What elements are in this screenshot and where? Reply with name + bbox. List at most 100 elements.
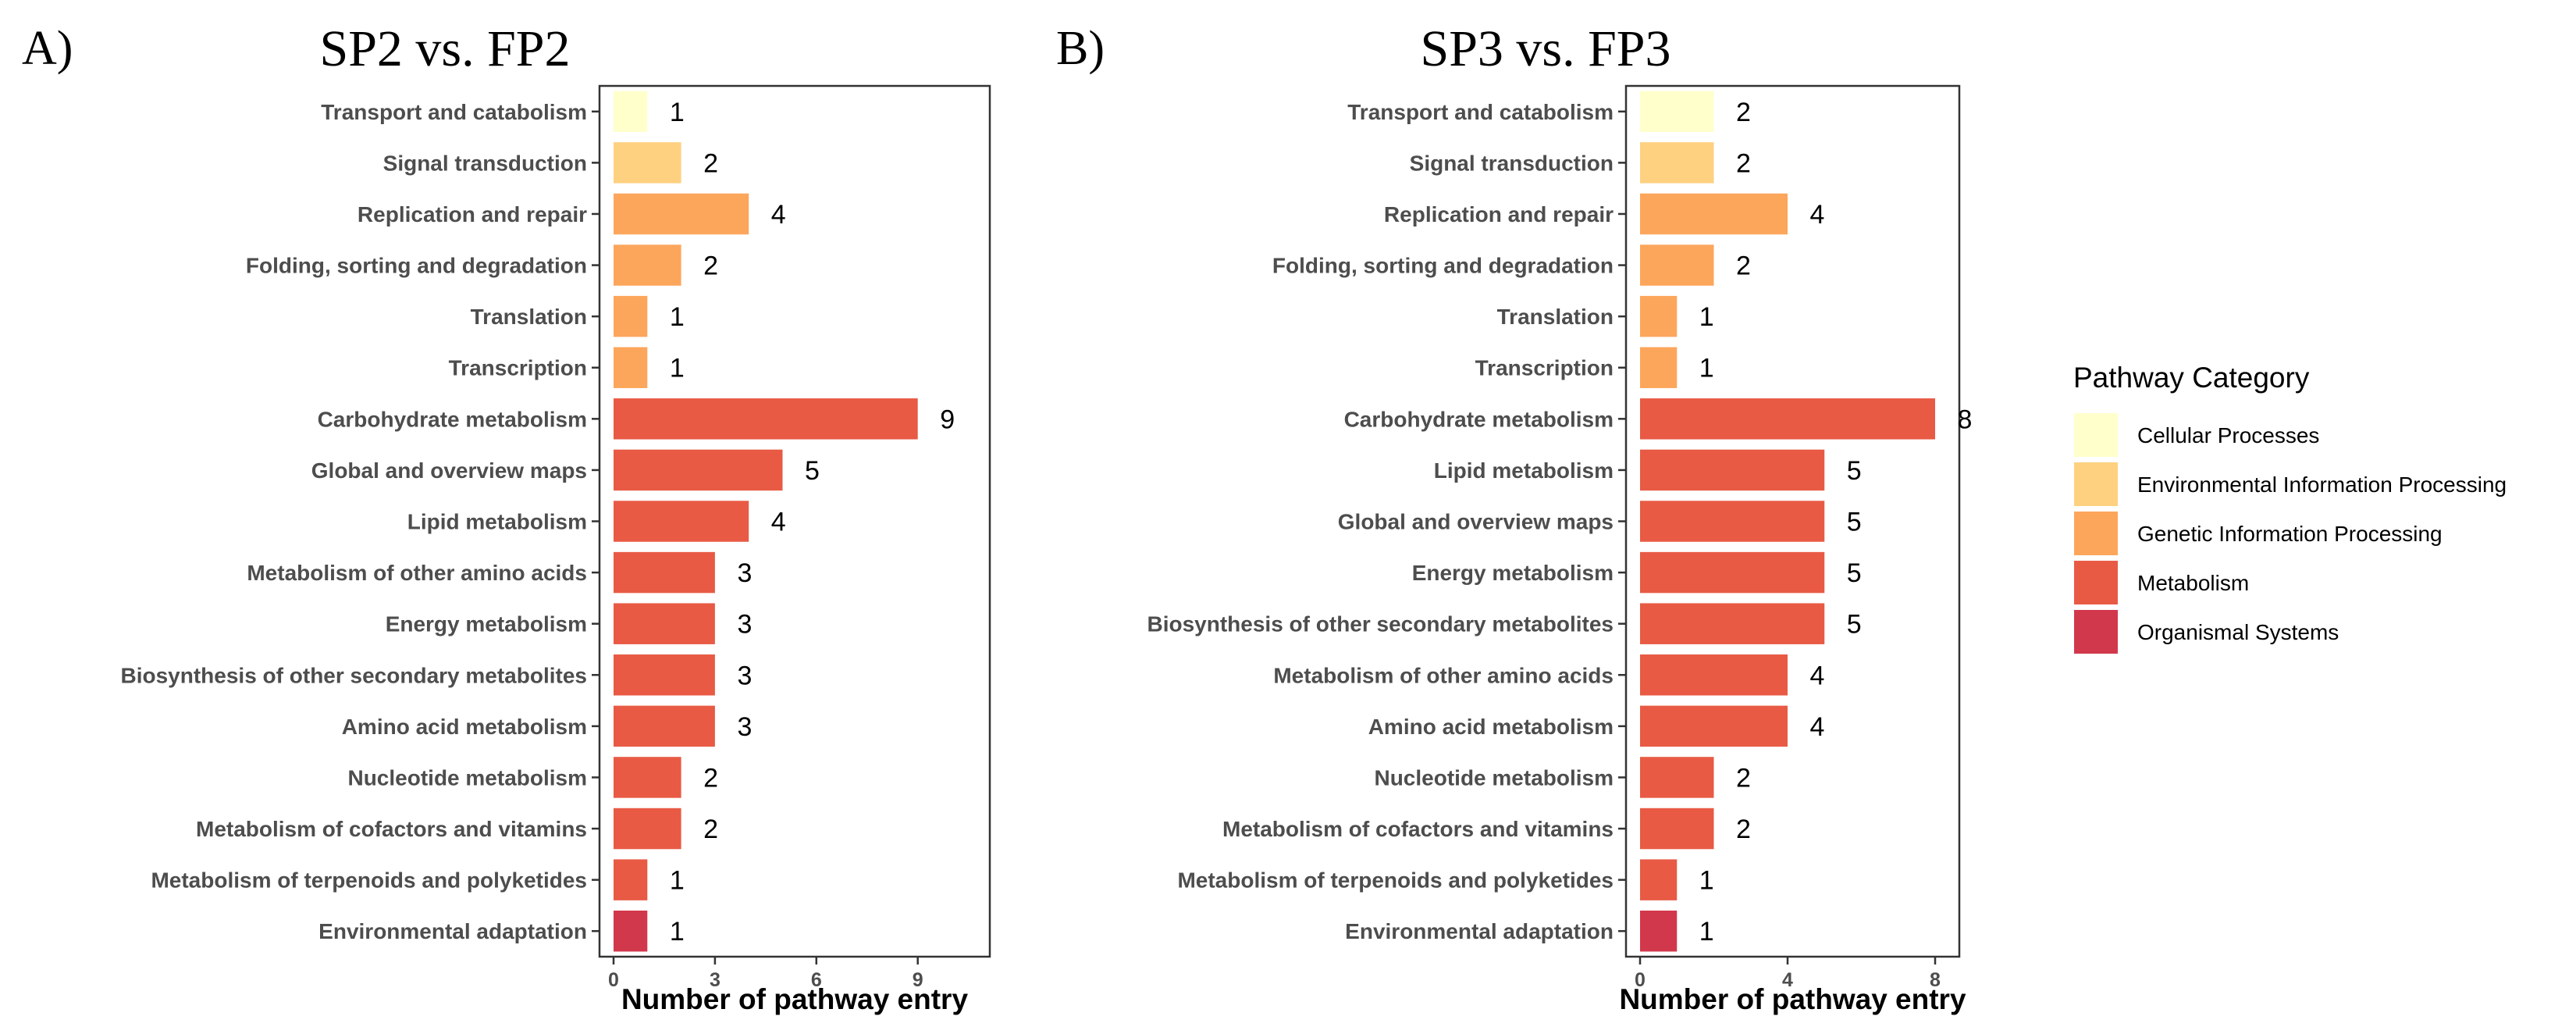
bar: [1640, 501, 1825, 542]
category-label: Metabolism of terpenoids and polyketides: [151, 868, 587, 893]
bar: [1640, 449, 1825, 491]
bar: [614, 910, 648, 952]
category-label: Carbohydrate metabolism: [318, 407, 587, 431]
category-label: Translation: [471, 305, 587, 329]
bar: [1640, 705, 1788, 747]
data-label: 1: [670, 98, 685, 127]
category-label: Signal transduction: [1410, 151, 1614, 175]
bar: [1640, 347, 1678, 388]
legend-swatch: [2073, 510, 2119, 557]
x-tick-label: 6: [811, 969, 822, 991]
legend-label: Environmental Information Processing: [2137, 472, 2507, 497]
panel-label: A): [22, 22, 73, 75]
bar: [1640, 398, 1935, 440]
data-label: 4: [771, 200, 786, 230]
legend-swatch: [2073, 559, 2119, 606]
data-label: 4: [771, 508, 786, 537]
data-label: 2: [1736, 251, 1751, 281]
category-label: Nucleotide metabolism: [347, 765, 587, 790]
data-label: 1: [1699, 917, 1714, 947]
data-label: 1: [1699, 302, 1714, 332]
data-label: 2: [1736, 148, 1751, 178]
data-label: 4: [1810, 661, 1825, 690]
legend-title: Pathway Category: [2073, 362, 2310, 394]
data-label: 2: [703, 763, 718, 793]
data-label: 1: [1699, 354, 1714, 383]
bar: [614, 603, 715, 644]
data-label: 1: [670, 917, 685, 947]
category-label: Translation: [1497, 305, 1614, 329]
category-label: Signal transduction: [383, 151, 587, 175]
data-label: 9: [940, 405, 955, 434]
bar: [1640, 91, 1714, 133]
data-label: 3: [737, 661, 752, 690]
chart-title: SP2 vs. FP2: [319, 20, 570, 77]
data-label: 4: [1810, 712, 1825, 742]
category-label: Carbohydrate metabolism: [1344, 407, 1614, 431]
category-label: Lipid metabolism: [407, 510, 587, 534]
category-label: Global and overview maps: [311, 458, 587, 483]
legend-label: Metabolism: [2137, 571, 2249, 595]
bar: [614, 91, 648, 133]
data-label: 5: [1847, 558, 1862, 588]
data-label: 2: [1736, 815, 1751, 844]
legend-swatch: [2073, 461, 2119, 508]
category-label: Folding, sorting and degradation: [1272, 254, 1614, 278]
x-tick-label: 3: [710, 969, 720, 991]
bar: [614, 859, 648, 900]
bar: [614, 705, 715, 747]
bar: [1640, 808, 1714, 850]
legend-swatch: [2073, 608, 2119, 655]
category-label: Lipid metabolism: [1434, 458, 1614, 483]
bar: [1640, 244, 1714, 286]
bar: [614, 244, 681, 286]
bar: [614, 501, 749, 542]
category-label: Transport and catabolism: [1347, 100, 1614, 124]
x-tick-label: 9: [913, 969, 923, 991]
x-axis-title: Number of pathway entry: [1619, 983, 1966, 1015]
data-label: 2: [1736, 98, 1751, 127]
data-label: 2: [1736, 763, 1751, 793]
data-label: 5: [805, 456, 820, 486]
data-label: 1: [670, 354, 685, 383]
bar: [614, 551, 715, 594]
category-label: Amino acid metabolism: [1368, 715, 1614, 739]
bar: [1640, 295, 1678, 337]
category-label: Transport and catabolism: [321, 100, 587, 124]
category-label: Transcription: [449, 356, 587, 380]
bar: [1640, 859, 1678, 900]
bar: [1640, 654, 1788, 696]
bar: [614, 449, 783, 491]
x-tick-label: 0: [608, 969, 619, 991]
category-label: Biosynthesis of other secondary metaboli…: [121, 663, 588, 687]
chart-title: SP3 vs. FP3: [1420, 20, 1670, 77]
category-label: Metabolism of cofactors and vitamins: [196, 817, 587, 841]
data-label: 1: [1699, 866, 1714, 896]
x-tick-label: 0: [1635, 969, 1646, 991]
data-label: 2: [703, 148, 718, 178]
category-label: Energy metabolism: [386, 612, 587, 636]
category-label: Metabolism of terpenoids and polyketides: [1177, 868, 1614, 893]
bar: [614, 295, 648, 337]
data-label: 3: [737, 558, 752, 588]
category-label: Replication and repair: [1384, 202, 1614, 226]
bar: [1640, 910, 1678, 952]
bar: [1640, 603, 1825, 644]
category-label: Transcription: [1475, 356, 1614, 380]
bar: [614, 808, 681, 850]
category-label: Folding, sorting and degradation: [246, 254, 587, 278]
data-label: 8: [1958, 405, 1973, 434]
category-label: Global and overview maps: [1338, 510, 1614, 534]
category-label: Replication and repair: [358, 202, 587, 226]
x-axis-title: Number of pathway entry: [621, 983, 968, 1015]
x-tick-label: 4: [1782, 969, 1793, 991]
data-label: 2: [703, 251, 718, 281]
category-label: Nucleotide metabolism: [1374, 765, 1614, 790]
category-label: Energy metabolism: [1412, 561, 1614, 585]
bar: [614, 193, 749, 235]
panel-b: B) SP3 vs. FP3 2 Transport and catabolism 2 S…: [1056, 20, 1972, 1015]
legend-label: Cellular Processes: [2137, 423, 2319, 447]
bar: [1640, 757, 1714, 798]
bar: [614, 757, 681, 798]
